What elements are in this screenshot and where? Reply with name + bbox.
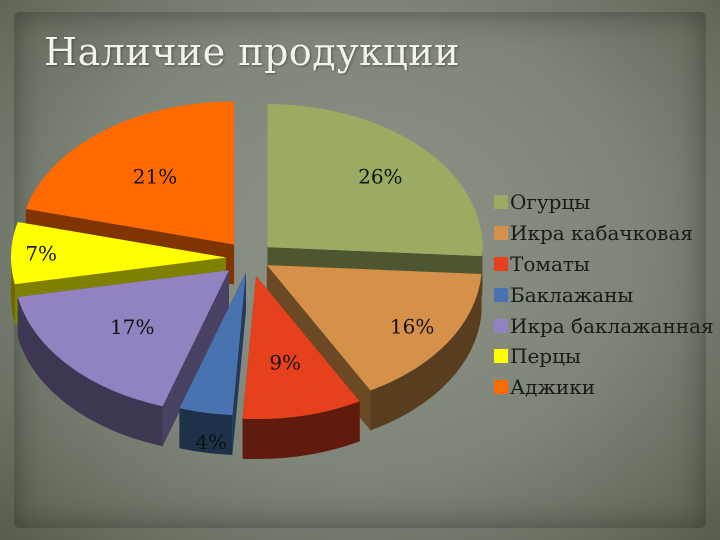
- legend-swatch: [494, 195, 508, 210]
- legend-label: Баклажаны: [510, 282, 634, 307]
- slice-side-wall: [162, 270, 229, 447]
- pie-slice-томаты: [242, 276, 360, 460]
- legend-label: Перцы: [510, 344, 581, 369]
- pie-slice-икра-кабачковая: [266, 265, 482, 431]
- pie-slice-баклажаны: [179, 272, 246, 455]
- legend-label: Аджики: [510, 375, 596, 400]
- pie-slice-икра-баклажанная: [17, 270, 229, 447]
- data-label-икра-кабачковая: 16%: [390, 314, 434, 338]
- legend-item-перцы: Перцы: [494, 341, 714, 372]
- legend-swatch: [494, 256, 508, 271]
- slice-top: [266, 265, 482, 391]
- legend-swatch: [494, 380, 508, 395]
- legend-item-икра-баклажанная: Икра баклажанная: [494, 310, 714, 341]
- chart-title: Наличие продукции: [44, 30, 460, 74]
- slice-rim: [11, 257, 15, 325]
- chart-legend: Огурцы Икра кабачковая Томаты Баклажаны Икра…: [494, 187, 714, 403]
- legend-swatch: [494, 349, 508, 364]
- legend-label: Икра баклажанная: [510, 313, 714, 338]
- legend-label: Огурцы: [510, 190, 591, 215]
- slice-rim: [370, 274, 482, 431]
- data-label-баклажаны: 4%: [195, 430, 227, 454]
- slice-top: [11, 221, 227, 285]
- legend-label: Икра кабачковая: [510, 221, 693, 246]
- data-label-томаты: 9%: [269, 351, 301, 375]
- legend-label: Томаты: [510, 251, 590, 276]
- data-label-аджики: 21%: [133, 165, 177, 189]
- slice-top: [179, 272, 246, 415]
- data-label-икра-баклажанная: 17%: [110, 315, 154, 339]
- legend-item-икра-кабачковая: Икра кабачковая: [494, 218, 714, 249]
- legend-item-томаты: Томаты: [494, 249, 714, 280]
- legend-swatch: [494, 287, 508, 302]
- slice-rim: [179, 408, 233, 455]
- slice-top: [25, 101, 235, 245]
- data-label-перцы: 7%: [25, 242, 57, 266]
- slice-top: [17, 270, 229, 407]
- slice-top: [242, 276, 360, 420]
- slice-rim: [242, 401, 360, 460]
- legend-item-огурцы: Огурцы: [494, 187, 714, 218]
- legend-item-баклажаны: Баклажаны: [494, 279, 714, 310]
- slice-top: [267, 104, 483, 257]
- legend-swatch: [494, 318, 508, 333]
- data-label-огурцы: 26%: [358, 165, 402, 189]
- legend-item-аджики: Аджики: [494, 372, 714, 403]
- slice-rim: [17, 297, 163, 447]
- legend-swatch: [494, 226, 508, 241]
